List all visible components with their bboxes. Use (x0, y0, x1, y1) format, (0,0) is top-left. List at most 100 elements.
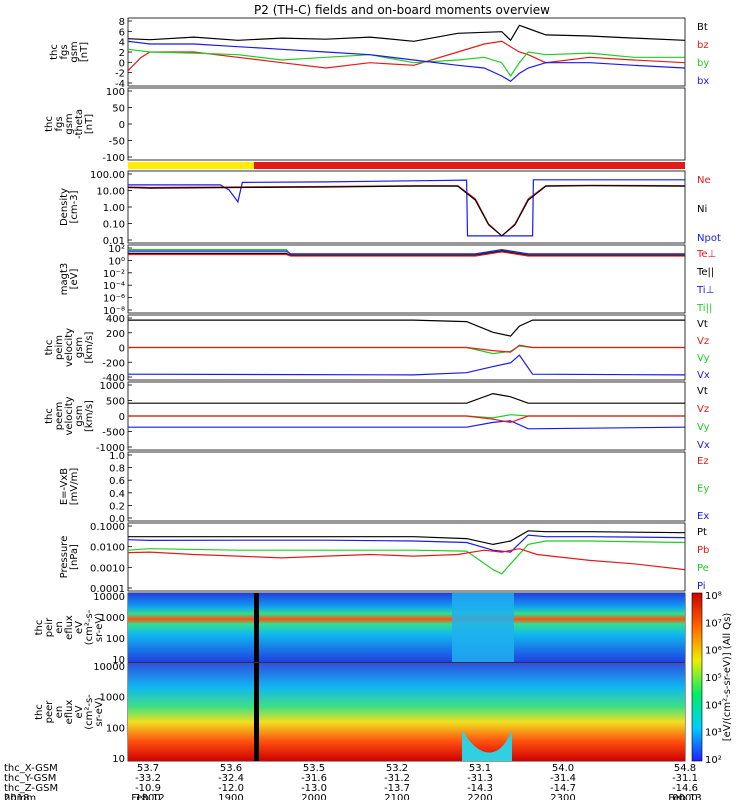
legend-Ez: Ez (697, 456, 709, 467)
legend-bx: bx (697, 76, 709, 87)
y-tick-label: 200 (106, 329, 125, 340)
legend-Vy: Vy (697, 353, 710, 364)
y-axis-label: eV (74, 621, 85, 634)
y-tick-label: 0.0001 (90, 584, 125, 595)
y-axis-label: peim (54, 335, 65, 360)
series-Pb (127, 548, 685, 571)
series-Vz (128, 344, 685, 353)
legend-Vz: Vz (697, 404, 709, 415)
y-axis-label: (cm²-s- (84, 609, 95, 645)
y-tick-label: -2 (115, 69, 125, 80)
legend-Vt: Vt (697, 386, 708, 397)
y-axis-label: [cm-3] (69, 190, 80, 223)
electron-spectrogram-dip (462, 730, 512, 761)
panel-pressure: 0.1000 0.0100 0.0010 0.0001 Pressure [nPa] Pt P… (59, 522, 709, 595)
series-Bt (127, 24, 685, 42)
y-tick-label: 10² (108, 244, 125, 255)
series-Vt (128, 392, 685, 404)
y-axis-label: thc (44, 340, 55, 356)
series-Pe (127, 540, 685, 575)
series-Ni (127, 185, 685, 237)
legend-Pe: Pe (697, 563, 709, 574)
y-axis-label: velocity (64, 396, 75, 435)
footer-value: -14.7 (550, 783, 576, 794)
series-Pt (128, 530, 685, 546)
panel-efield: 1.0 0.80.6 0.40.2 0.0 E=-VxB [mV/m] Ez Ey Ex (59, 451, 709, 525)
footer-value: 54.8 (674, 763, 696, 774)
legend-Te⊥: Te⊥ (696, 249, 716, 260)
footer-value: -14.3 (467, 783, 493, 794)
y-tick-label: 0.6 (109, 476, 125, 487)
y-tick-label: 100.00 (90, 170, 125, 181)
y-tick-label: 0.0100 (90, 543, 125, 554)
electron-spectrogram-gap (254, 663, 259, 761)
legend-Vy: Vy (697, 422, 710, 433)
y-tick-label: -50 (109, 137, 125, 148)
y-axis-label: [mV/m] (69, 468, 80, 506)
series-Ne (127, 184, 685, 237)
series-Vt (128, 319, 685, 337)
legend-Npot: Npot (697, 233, 721, 244)
y-tick-label: 0.01 (103, 236, 125, 247)
colorbar-tick-label: 10⁷ (705, 618, 722, 629)
y-axis-label: en (54, 706, 65, 719)
colorbar-tick-label: 10⁴ (705, 700, 722, 711)
footer-value: 1800 (135, 793, 160, 800)
footer-value: -10.9 (135, 783, 161, 794)
legend-Vt: Vt (697, 319, 708, 330)
spectrograms (128, 593, 685, 761)
y-tick-label: -1000 (96, 443, 125, 454)
y-axis-label: thc (49, 44, 60, 60)
legend-Te||: Te|| (696, 267, 714, 278)
y-axis-label: thc (44, 116, 55, 132)
footer-value: 2100 (384, 793, 409, 800)
y-axis-label: E=-VxB (59, 468, 70, 505)
footer-value: -33.2 (135, 773, 161, 784)
y-axis-label: (cm²-s- (84, 694, 95, 730)
series-group-0 (127, 24, 685, 83)
y-axis-label: [eV] (69, 269, 80, 290)
y-tick-label: 10⁻⁴ (103, 281, 125, 292)
y-axis-label: magt3 (59, 263, 70, 296)
panel-frame (127, 170, 686, 244)
footer-value: 53.1 (469, 763, 491, 774)
colorbar-tick-label: 10⁶ (705, 646, 722, 657)
footer-date-end: Feb 13 (668, 793, 702, 800)
y-axis-label: [km/s] (84, 331, 95, 363)
legend-Pb: Pb (697, 545, 709, 556)
footer-value: -12.0 (218, 783, 244, 794)
y-tick-label: 8 (119, 17, 125, 28)
colorbar-tick-label: 10² (705, 755, 722, 766)
legend-Ni: Ni (697, 204, 707, 215)
footer-value: -31.4 (550, 773, 576, 784)
legend-Pi: Pi (697, 581, 706, 592)
y-tick-label: -500 (102, 428, 125, 439)
y-tick-label: 10⁻² (103, 269, 125, 280)
y-tick-label: 0.0 (109, 514, 125, 525)
y-tick-label: 1000 (100, 693, 125, 704)
y-axis-label: thc (34, 620, 45, 636)
y-tick-label: 2 (119, 48, 125, 59)
footer-value: 53.2 (386, 763, 408, 774)
y-axis-label: thc (34, 704, 45, 720)
y-tick-label: 500 (106, 397, 125, 408)
series-Vx (127, 354, 685, 376)
footer-value: 2300 (550, 793, 575, 800)
y-axis-label: -theta (74, 109, 85, 139)
footer-value: -31.6 (301, 773, 327, 784)
y-axis-label: [km/s] (84, 400, 95, 432)
ion-spectrogram-sheath (452, 593, 514, 662)
footer-date-start: Feb 12 (131, 793, 165, 800)
panel-vel_el: 1000 500 0 -500 -1000 thc peem velocity gsm [km/s… (44, 381, 710, 454)
y-tick-label: 1000 (100, 381, 125, 392)
panel-frame (127, 87, 686, 161)
legend-Vx: Vx (697, 440, 710, 451)
y-tick-label: 10.00 (96, 187, 125, 198)
legend-Ey: Ey (697, 484, 709, 495)
y-axis-label: eflux (64, 615, 75, 640)
y-axis-label: sr-eV) (94, 697, 105, 726)
panel-frame (127, 451, 686, 522)
